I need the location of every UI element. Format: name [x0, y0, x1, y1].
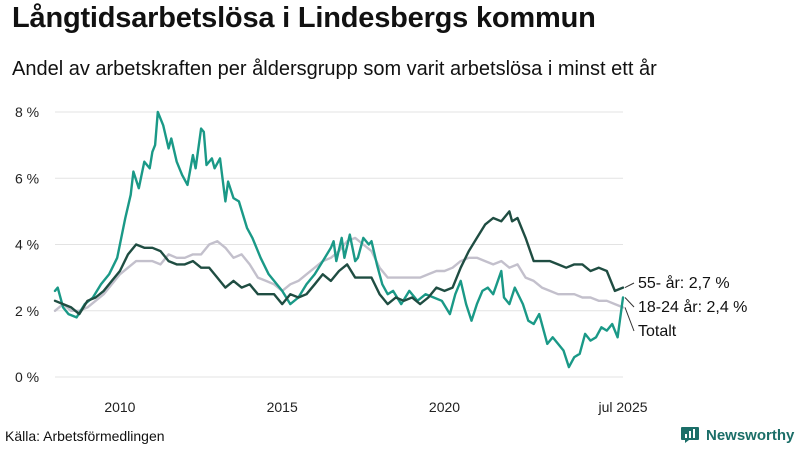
end-label: Totalt — [638, 323, 677, 340]
source-note: Källa: Arbetsförmedlingen — [5, 428, 165, 444]
chart-title: Långtidsarbetslösa i Lindesbergs kommun — [12, 2, 596, 34]
series-line-age-18-24 — [53, 110, 625, 369]
end-label: 18-24 år: 2,4 % — [638, 298, 747, 316]
end-label: 55- år: 2,7 % — [638, 274, 730, 292]
end-label-connector — [624, 307, 635, 332]
gridlines — [55, 111, 623, 378]
newsworthy-logo-icon — [681, 427, 699, 443]
series-lines — [53, 110, 625, 369]
x-tick-label: 2020 — [429, 399, 460, 415]
brand-name: Newsworthy — [706, 426, 795, 444]
end-labels: 55- år: 2,7 % 18-24 år: 2,4 % Totalt — [624, 274, 747, 340]
end-label-connector — [624, 282, 635, 289]
y-tick-label: 0 % — [15, 369, 39, 385]
x-tick-label: jul 2025 — [597, 399, 647, 415]
y-tick-label: 2 % — [15, 303, 39, 319]
x-axis-tick-labels: 2010 2015 2020 jul 2025 — [104, 399, 647, 415]
x-tick-label: 2010 — [104, 399, 135, 415]
end-label-connector — [624, 297, 635, 308]
y-tick-label: 6 % — [15, 170, 39, 186]
chart-subtitle: Andel av arbetskraften per åldersgrupp s… — [12, 58, 657, 80]
y-axis-tick-labels: 0 % 2 % 4 % 6 % 8 % — [15, 104, 39, 385]
y-tick-label: 8 % — [15, 104, 39, 120]
brand-logo: Newsworthy — [680, 426, 794, 444]
x-tick-label: 2015 — [267, 399, 298, 415]
series-line-age-55 — [53, 210, 625, 316]
y-tick-label: 4 % — [15, 237, 39, 253]
